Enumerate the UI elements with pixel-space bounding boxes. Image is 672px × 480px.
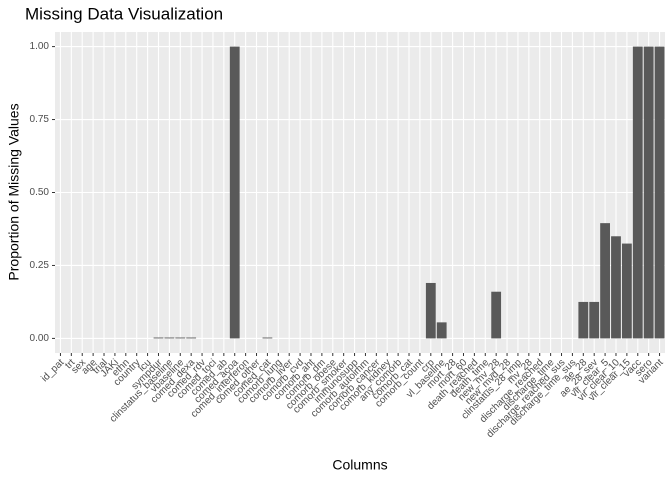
bar xyxy=(153,337,164,339)
bar xyxy=(632,46,643,339)
bar xyxy=(175,337,186,339)
bar xyxy=(164,337,175,339)
bar xyxy=(654,46,665,339)
x-tick-label: id_pat xyxy=(39,357,66,384)
y-tick-label: 0.00 xyxy=(30,333,50,344)
y-tick-label: 1.00 xyxy=(30,41,50,52)
chart-title: Missing Data Visualization xyxy=(25,4,223,23)
y-tick-label: 0.50 xyxy=(30,187,50,198)
bar xyxy=(578,301,589,339)
y-tick-label: 0.75 xyxy=(30,114,50,125)
bar xyxy=(229,46,240,339)
bar xyxy=(186,337,197,339)
x-axis-label: Columns xyxy=(332,457,387,473)
y-axis-label: Proportion of Missing Values xyxy=(6,103,22,280)
y-tick-label: 0.25 xyxy=(30,260,50,271)
bar xyxy=(262,337,273,339)
bar xyxy=(600,223,610,339)
bar xyxy=(425,282,436,339)
bar xyxy=(436,322,447,339)
bar xyxy=(491,291,502,339)
bar xyxy=(611,236,621,339)
bar xyxy=(643,46,654,339)
bar xyxy=(621,243,632,339)
bar xyxy=(589,301,600,339)
